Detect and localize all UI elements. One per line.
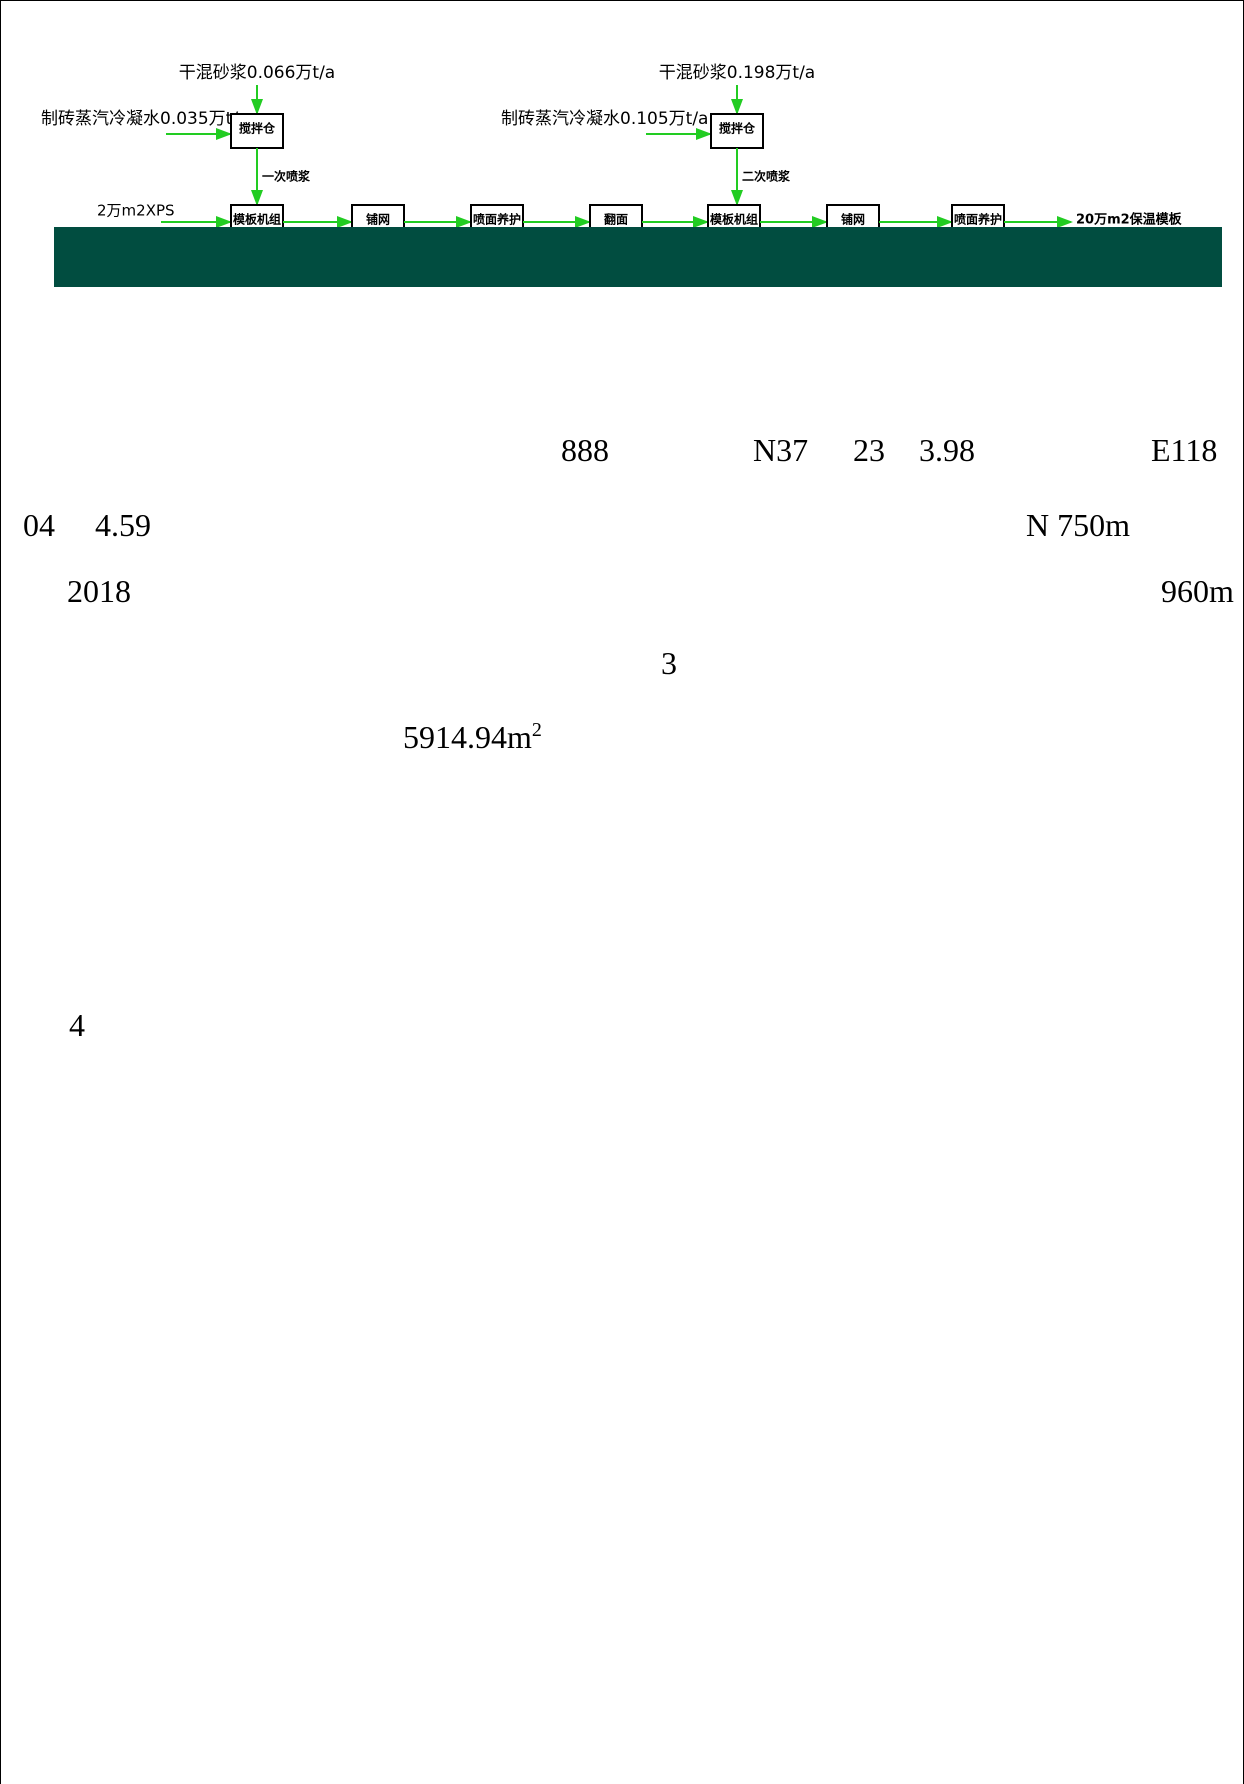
feed-label: 干混砂浆0.198万t/a — [659, 63, 815, 83]
text: 04 — [23, 507, 55, 543]
text: 23 — [853, 432, 885, 468]
feed-label: 干混砂浆0.066万t/a — [179, 63, 335, 83]
box-label: 模板机组 — [710, 212, 758, 227]
overlay-band — [54, 227, 1222, 287]
product-label: 20万m2保温模板 — [1076, 212, 1183, 228]
spray-label: 二次喷浆 — [742, 169, 791, 184]
flow-diagram: 干混砂浆0.066万t/a制砖蒸汽冷凝水0.035万t/a搅拌仓一次喷浆干混砂浆… — [41, 63, 1222, 287]
text: 4.59 — [95, 507, 151, 543]
text: N37 — [753, 432, 809, 468]
box-label: 喷面养护 — [954, 212, 1002, 227]
text: 5914.94m — [403, 719, 532, 755]
spray-label: 一次喷浆 — [262, 169, 311, 184]
text: N 750m — [1026, 507, 1130, 543]
text: 2018 — [67, 573, 131, 609]
text: 4 — [69, 1007, 85, 1043]
water-label: 制砖蒸汽冷凝水0.105万t/a — [501, 109, 708, 129]
text: 3.98 — [919, 432, 975, 468]
text: 5914.94m2 — [403, 712, 542, 755]
box-label: 搅拌仓 — [719, 121, 756, 136]
text: 960m — [1161, 573, 1234, 609]
box-label: 搅拌仓 — [239, 121, 276, 136]
box-label: 翻面 — [604, 212, 628, 227]
process-box — [230, 113, 284, 149]
text: 3 — [661, 645, 677, 681]
box-label: 模板机组 — [233, 212, 281, 227]
water-label: 制砖蒸汽冷凝水0.035万t/a — [41, 109, 248, 129]
text: 888 — [561, 432, 609, 468]
input-label: 2万m2XPS — [97, 202, 175, 220]
text: E118 — [1151, 432, 1218, 468]
box-label: 喷面养护 — [473, 212, 521, 227]
box-label: 铺网 — [366, 212, 390, 227]
superscript: 2 — [531, 719, 542, 741]
box-label: 铺网 — [841, 212, 865, 227]
